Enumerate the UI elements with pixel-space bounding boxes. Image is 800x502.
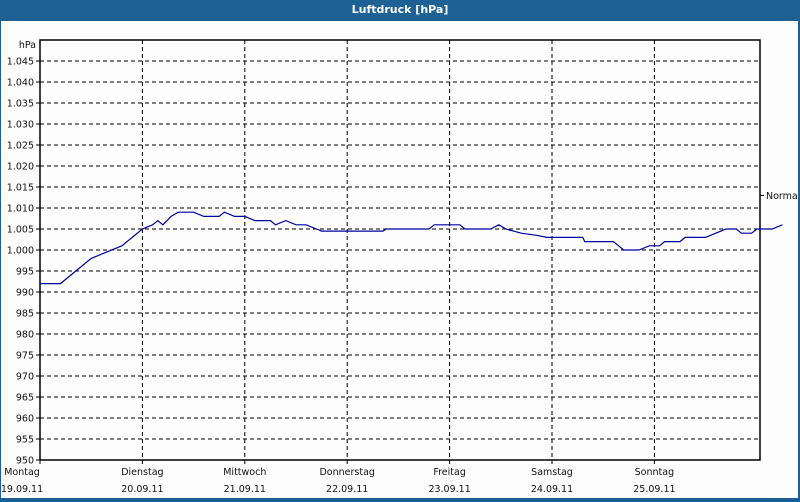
y-tick-label: 985 <box>16 309 34 320</box>
chart-canvas: 1.045 1.040 1.035 1.030 1.025 1.020 1.015 1.010… <box>1 21 800 498</box>
y-tick-label: 970 <box>16 372 34 383</box>
y-tick-label: 980 <box>16 330 34 341</box>
x-date-label: 25.09.11 <box>633 484 675 495</box>
x-date-label: 20.09.11 <box>121 484 163 495</box>
x-day-label: Donnerstag <box>319 467 374 478</box>
y-tick-label: 1.030 <box>7 120 34 131</box>
y-axis-unit: hPa <box>19 40 36 51</box>
x-date-label: 24.09.11 <box>531 484 573 495</box>
pressure-line <box>40 211 783 285</box>
y-tick-label: 960 <box>16 414 34 425</box>
plot-frame <box>39 39 761 461</box>
x-day-label: Montag <box>4 467 40 478</box>
x-day-label: Samstag <box>531 467 573 478</box>
y-tick-label: 1.005 <box>7 225 34 236</box>
x-day-label: Dienstag <box>121 467 163 478</box>
x-date-label: 22.09.11 <box>326 484 368 495</box>
y-tick-label: 990 <box>16 288 34 299</box>
y-tick-label: 1.035 <box>7 99 34 110</box>
y-tick-label: 975 <box>16 351 34 362</box>
y-tick-label: 1.025 <box>7 141 34 152</box>
y-tick-label: 955 <box>16 435 34 446</box>
y-tick-label: 1.015 <box>7 183 34 194</box>
normal-label: Normal <box>766 191 798 202</box>
y-tick-label: 1.000 <box>7 246 34 257</box>
y-tick-label: 1.045 <box>7 57 34 68</box>
y-tick-label: 995 <box>16 267 34 278</box>
x-day-label: Sonntag <box>635 467 674 478</box>
window-title: Luftdruck [hPa] <box>0 0 800 20</box>
x-date-label: 23.09.11 <box>428 484 470 495</box>
y-tick-label: 965 <box>16 393 34 404</box>
y-tick-label: 950 <box>16 456 34 467</box>
x-day-label: Freitag <box>433 467 466 478</box>
x-date-label: 21.09.11 <box>224 484 266 495</box>
y-tick-label: 1.020 <box>7 162 34 173</box>
pressure-chart: 1.045 1.040 1.035 1.030 1.025 1.020 1.015 1.010… <box>1 39 800 495</box>
x-date-label: 19.09.11 <box>1 484 43 495</box>
y-tick-label: 1.040 <box>7 78 34 89</box>
x-day-label: Mittwoch <box>223 467 266 478</box>
y-tick-label: 1.010 <box>7 204 34 215</box>
